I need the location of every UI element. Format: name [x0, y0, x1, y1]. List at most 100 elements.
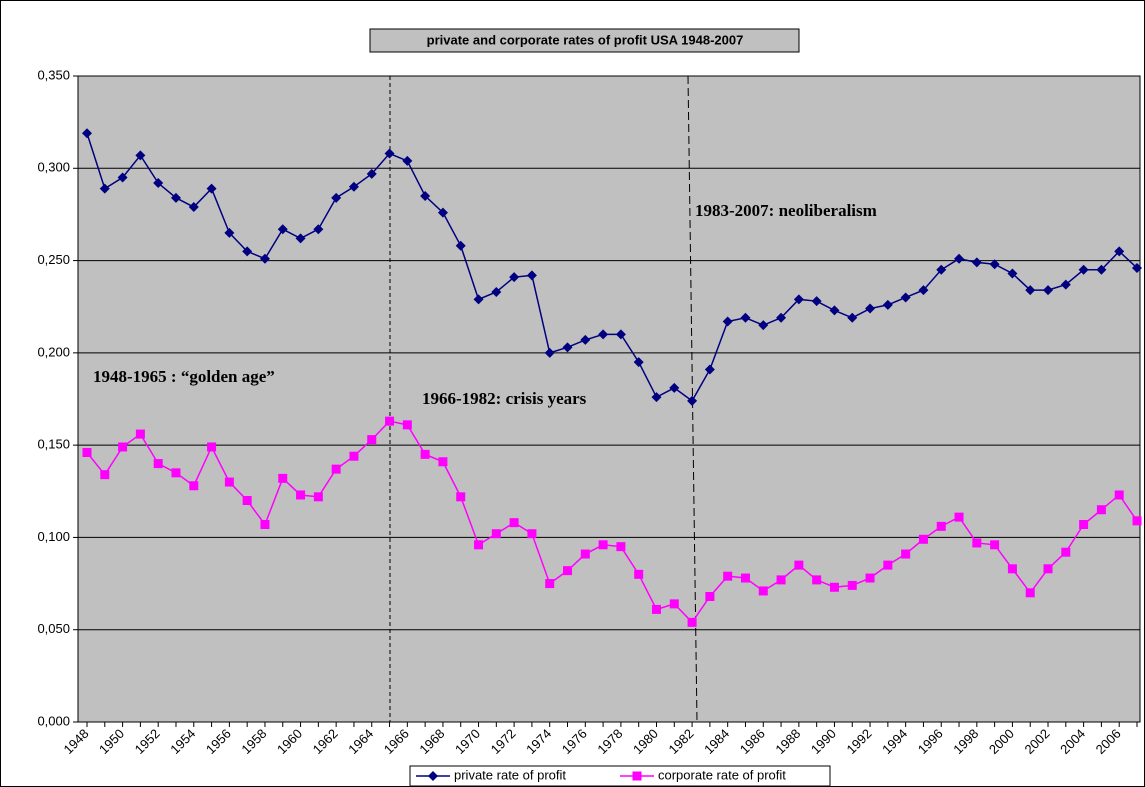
- marker: [580, 549, 590, 559]
- marker: [99, 183, 110, 194]
- marker: [527, 529, 537, 539]
- marker: [242, 246, 253, 257]
- marker: [188, 202, 199, 213]
- marker: [1078, 264, 1089, 275]
- y-tick-label: 0,100: [37, 529, 70, 544]
- marker: [420, 190, 431, 201]
- marker: [651, 604, 661, 614]
- marker: [117, 172, 128, 183]
- marker: [776, 575, 786, 585]
- marker: [740, 312, 751, 323]
- marker: [918, 534, 928, 544]
- marker: [455, 240, 466, 251]
- marker: [153, 178, 164, 189]
- marker: [402, 155, 413, 166]
- marker: [829, 582, 839, 592]
- y-tick-label: 0,150: [37, 437, 70, 452]
- marker: [669, 599, 679, 609]
- marker: [793, 294, 804, 305]
- marker: [865, 573, 875, 583]
- marker: [296, 490, 306, 500]
- marker: [509, 518, 519, 528]
- marker: [651, 392, 662, 403]
- marker: [474, 540, 484, 550]
- marker: [313, 224, 324, 235]
- marker: [402, 420, 412, 430]
- marker: [580, 334, 591, 345]
- marker: [901, 549, 911, 559]
- marker: [526, 270, 537, 281]
- marker: [847, 312, 858, 323]
- annotation: 1966-1982: crisis years: [422, 389, 587, 408]
- marker: [865, 303, 876, 314]
- marker: [277, 224, 288, 235]
- marker: [687, 617, 697, 627]
- marker: [794, 560, 804, 570]
- marker: [295, 233, 306, 244]
- marker: [936, 521, 946, 531]
- marker: [420, 449, 430, 459]
- marker: [990, 540, 1000, 550]
- y-tick-label: 0,050: [37, 621, 70, 636]
- marker: [669, 382, 680, 393]
- marker: [918, 285, 929, 296]
- marker: [171, 468, 181, 478]
- marker: [313, 492, 323, 502]
- marker: [971, 257, 982, 268]
- marker: [758, 320, 769, 331]
- marker: [544, 347, 555, 358]
- marker: [1079, 520, 1089, 530]
- y-tick-label: 0,300: [37, 160, 70, 175]
- marker: [1061, 547, 1071, 557]
- marker: [847, 580, 857, 590]
- marker: [883, 560, 893, 570]
- marker: [224, 477, 234, 487]
- marker: [242, 496, 252, 506]
- marker: [349, 451, 359, 461]
- marker: [723, 571, 733, 581]
- marker: [491, 286, 502, 297]
- marker: [100, 470, 110, 480]
- title-box: [369, 28, 800, 53]
- marker: [82, 128, 92, 139]
- y-tick-label: 0,200: [37, 344, 70, 359]
- marker: [118, 442, 128, 452]
- marker: [722, 316, 733, 327]
- marker: [206, 183, 217, 194]
- marker: [545, 579, 555, 589]
- marker: [704, 364, 715, 375]
- marker: [900, 292, 911, 303]
- y-tick-label: 0,250: [37, 252, 70, 267]
- marker: [207, 442, 217, 452]
- marker: [1132, 262, 1142, 273]
- legend-label: corporate rate of profit: [658, 767, 786, 782]
- marker: [491, 529, 501, 539]
- marker: [384, 148, 395, 159]
- marker: [563, 566, 573, 576]
- marker: [509, 272, 520, 283]
- marker: [385, 416, 395, 426]
- marker: [135, 150, 146, 161]
- marker: [562, 342, 573, 353]
- marker: [1096, 264, 1107, 275]
- marker: [82, 448, 92, 458]
- marker: [1132, 516, 1142, 526]
- marker: [740, 573, 750, 583]
- annotation: 1948-1965 : “golden age”: [93, 367, 275, 386]
- annotation: 1983-2007: neoliberalism: [695, 201, 877, 220]
- marker: [776, 312, 787, 323]
- chart-title: private and corporate rates of profit US…: [427, 32, 744, 47]
- marker: [153, 459, 163, 469]
- marker: [616, 542, 626, 552]
- marker: [829, 305, 840, 316]
- marker: [882, 299, 893, 310]
- marker: [1114, 246, 1125, 257]
- marker: [687, 395, 698, 406]
- marker: [366, 168, 377, 179]
- marker: [633, 357, 644, 368]
- marker: [1060, 279, 1071, 290]
- marker: [811, 296, 822, 307]
- marker: [473, 294, 484, 305]
- marker: [278, 473, 288, 483]
- marker: [1025, 285, 1036, 296]
